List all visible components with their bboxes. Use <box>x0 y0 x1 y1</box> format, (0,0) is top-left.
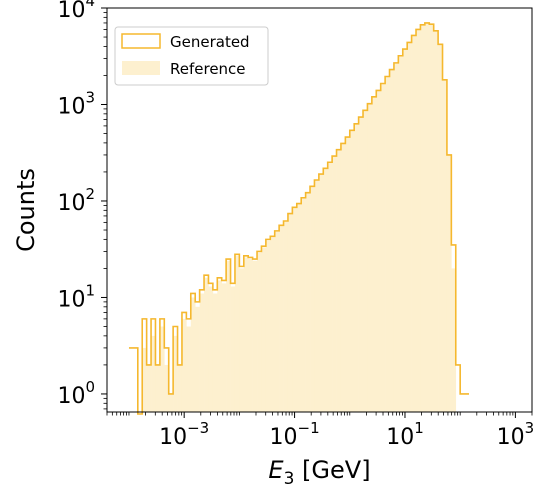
y-axis-label: Counts <box>12 168 40 252</box>
reference-bar <box>442 79 448 412</box>
reference-bar <box>327 162 333 412</box>
reference-bar <box>230 286 236 412</box>
reference-bar <box>349 130 355 412</box>
reference-bar <box>402 49 408 413</box>
reference-bar <box>407 42 412 412</box>
reference-bar <box>446 155 452 412</box>
reference-bar <box>420 24 426 412</box>
x-axis-ticks: 10−3 10−1 101 103 <box>106 412 535 450</box>
reference-bar <box>186 326 192 412</box>
reference-bar <box>270 237 275 412</box>
reference-bar <box>204 277 209 412</box>
reference-bar <box>363 110 368 413</box>
reference-bar <box>296 204 302 412</box>
reference-bar <box>292 207 298 412</box>
reference-bar <box>159 326 165 412</box>
reference-bar <box>340 143 346 412</box>
y-tick-label: 104 <box>57 0 95 23</box>
reference-bar <box>305 192 311 412</box>
reference-bar <box>164 364 170 412</box>
reference-bar <box>151 335 156 412</box>
reference-bar <box>398 55 404 412</box>
reference-bar <box>274 231 280 412</box>
reference-bar <box>181 318 187 412</box>
x-tick-label: 10−1 <box>270 419 320 450</box>
reference-bar <box>318 174 324 412</box>
reference-bar <box>146 364 152 412</box>
x-axis-label: E3 [GeV] <box>268 456 370 489</box>
y-tick-label: 100 <box>57 378 95 409</box>
reference-bar <box>323 168 328 412</box>
reference-bar <box>438 44 443 413</box>
reference-bar <box>451 268 457 412</box>
reference-bar <box>283 221 289 412</box>
generated-step-line <box>128 22 470 415</box>
reference-bar <box>433 30 439 413</box>
reference-bar <box>380 83 386 412</box>
reference-bar <box>252 260 258 412</box>
reference-bar <box>234 255 240 412</box>
reference-bar <box>310 186 315 412</box>
reference-bar <box>336 149 342 412</box>
legend-swatch-generated <box>121 33 161 49</box>
x-axis-label-unit: [GeV] <box>294 456 370 484</box>
reference-bar <box>389 69 395 412</box>
reference-bar <box>385 76 390 413</box>
reference-bar <box>261 247 267 412</box>
x-axis-label-sub: 3 <box>284 469 295 489</box>
x-tick-label: 10−3 <box>159 419 209 450</box>
reference-bar <box>393 62 399 412</box>
reference-bar <box>208 286 214 412</box>
legend-label-reference: Reference <box>170 60 246 78</box>
x-tick-label: 101 <box>386 419 424 450</box>
reference-bar <box>354 123 359 412</box>
x-axis-label-base: E <box>268 456 284 484</box>
reference-bar <box>177 364 183 412</box>
reference-bar <box>371 96 377 412</box>
reference-bar <box>424 22 430 412</box>
reference-bar <box>429 24 434 412</box>
y-tick-label: 103 <box>57 88 95 119</box>
reference-bar <box>217 280 223 412</box>
reference-bar <box>287 214 293 412</box>
reference-bar <box>226 260 231 412</box>
reference-bar <box>155 364 161 412</box>
reference-bar <box>212 293 218 412</box>
y-tick-label: 101 <box>57 281 95 312</box>
reference-bar <box>332 156 337 412</box>
reference-bar <box>314 180 320 412</box>
reference-bar <box>168 393 174 412</box>
reference-bar <box>199 293 205 412</box>
reference-bar <box>345 137 351 412</box>
plot-area <box>128 22 470 415</box>
reference-bar <box>257 252 262 412</box>
reference-bar <box>416 29 421 412</box>
reference-bar <box>301 198 306 412</box>
reference-bar <box>221 283 227 412</box>
legend-label-generated: Generated <box>170 33 250 51</box>
reference-bar <box>265 240 271 412</box>
reference-bar <box>195 306 200 412</box>
reference-bar <box>243 257 249 412</box>
reference-bar <box>173 335 178 412</box>
reference-bar <box>248 259 253 412</box>
reference-bar <box>376 90 381 413</box>
y-axis-ticks: 100 101 102 103 104 <box>57 0 107 410</box>
legend: Generated Reference <box>114 26 269 86</box>
reference-bar <box>367 103 373 412</box>
legend-swatch-reference <box>122 61 160 75</box>
reference-bar <box>239 268 245 412</box>
reference-bar <box>358 117 364 412</box>
reference-bar <box>411 35 417 412</box>
y-tick-label: 102 <box>57 185 95 216</box>
reference-bar <box>279 226 284 412</box>
reference-bar <box>142 347 147 412</box>
x-tick-label: 103 <box>497 419 535 450</box>
reference-bar <box>190 297 196 412</box>
